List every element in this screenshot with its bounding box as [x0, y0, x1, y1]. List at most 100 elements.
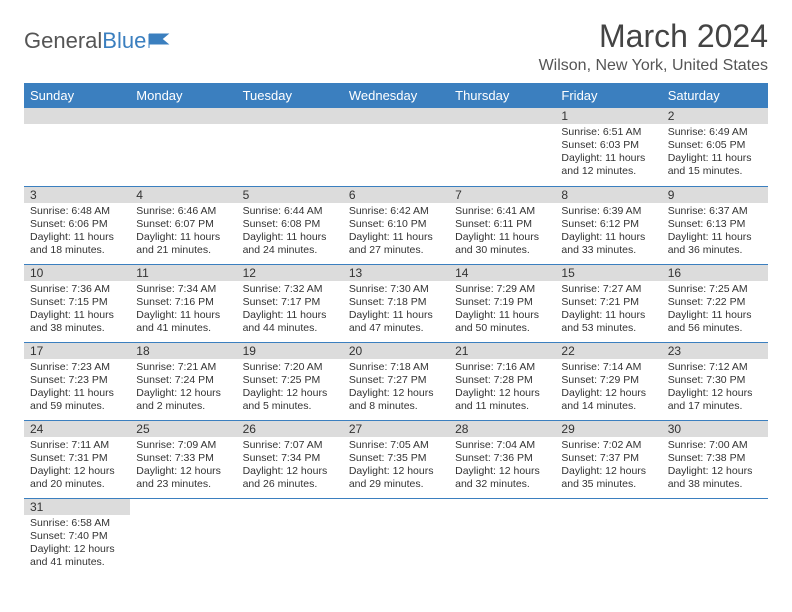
day-details: Sunrise: 7:04 AMSunset: 7:36 PMDaylight:… [449, 437, 555, 496]
day-details: Sunrise: 7:27 AMSunset: 7:21 PMDaylight:… [555, 281, 661, 340]
calendar-cell: 13Sunrise: 7:30 AMSunset: 7:18 PMDayligh… [343, 264, 449, 342]
calendar-cell [449, 498, 555, 576]
day-number: 29 [555, 421, 661, 437]
month-title: March 2024 [539, 18, 768, 55]
detail-line: and 30 minutes. [455, 244, 549, 257]
calendar-cell: 31Sunrise: 6:58 AMSunset: 7:40 PMDayligh… [24, 498, 130, 576]
detail-line: Sunset: 7:35 PM [349, 452, 443, 465]
detail-line: Sunset: 6:13 PM [668, 218, 762, 231]
day-number: 15 [555, 265, 661, 281]
day-number: 6 [343, 187, 449, 203]
detail-line: Sunset: 7:30 PM [668, 374, 762, 387]
detail-line: Daylight: 11 hours [668, 309, 762, 322]
day-number: 1 [555, 108, 661, 124]
day-number: 13 [343, 265, 449, 281]
detail-line: Daylight: 12 hours [561, 465, 655, 478]
detail-line: Sunset: 6:10 PM [349, 218, 443, 231]
day-details: Sunrise: 6:44 AMSunset: 6:08 PMDaylight:… [237, 203, 343, 262]
day-details: Sunrise: 7:32 AMSunset: 7:17 PMDaylight:… [237, 281, 343, 340]
day-number: 2 [662, 108, 768, 124]
detail-line: Sunrise: 7:00 AM [668, 439, 762, 452]
detail-line: Daylight: 11 hours [561, 309, 655, 322]
calendar-cell: 3Sunrise: 6:48 AMSunset: 6:06 PMDaylight… [24, 186, 130, 264]
detail-line: Sunset: 7:16 PM [136, 296, 230, 309]
day-number: 23 [662, 343, 768, 359]
day-number: 17 [24, 343, 130, 359]
calendar-cell: 21Sunrise: 7:16 AMSunset: 7:28 PMDayligh… [449, 342, 555, 420]
detail-line: Sunset: 6:07 PM [136, 218, 230, 231]
day-details: Sunrise: 6:39 AMSunset: 6:12 PMDaylight:… [555, 203, 661, 262]
day-header-row: SundayMondayTuesdayWednesdayThursdayFrid… [24, 83, 768, 108]
calendar-cell: 30Sunrise: 7:00 AMSunset: 7:38 PMDayligh… [662, 420, 768, 498]
calendar-cell: 6 Sunrise: 6:42 AMSunset: 6:10 PMDaylight… [343, 186, 449, 264]
day-number: 22 [555, 343, 661, 359]
logo-text-2: Blue [102, 28, 146, 54]
detail-line: Sunset: 7:36 PM [455, 452, 549, 465]
day-details: Sunrise: 7:18 AMSunset: 7:27 PMDaylight:… [343, 359, 449, 418]
detail-line: Sunset: 7:24 PM [136, 374, 230, 387]
calendar-week-row: 1Sunrise: 6:51 AMSunset: 6:03 PMDaylight… [24, 108, 768, 186]
detail-line: Sunset: 7:27 PM [349, 374, 443, 387]
detail-line: Sunrise: 7:32 AM [243, 283, 337, 296]
detail-line: Sunrise: 6:42 AM [349, 205, 443, 218]
day-number: 19 [237, 343, 343, 359]
day-number: 7 [449, 187, 555, 203]
detail-line: Sunset: 7:21 PM [561, 296, 655, 309]
calendar-cell: 15Sunrise: 7:27 AMSunset: 7:21 PMDayligh… [555, 264, 661, 342]
detail-line: Daylight: 11 hours [136, 309, 230, 322]
detail-line: and 11 minutes. [455, 400, 549, 413]
detail-line: Sunset: 6:12 PM [561, 218, 655, 231]
day-number: 8 [555, 187, 661, 203]
detail-line: Sunset: 7:31 PM [30, 452, 124, 465]
calendar-cell [343, 108, 449, 186]
calendar-cell: 9Sunrise: 6:37 AMSunset: 6:13 PMDaylight… [662, 186, 768, 264]
detail-line: Sunrise: 7:05 AM [349, 439, 443, 452]
detail-line: Daylight: 11 hours [243, 309, 337, 322]
day-details: Sunrise: 7:20 AMSunset: 7:25 PMDaylight:… [237, 359, 343, 418]
calendar-week-row: 3Sunrise: 6:48 AMSunset: 6:06 PMDaylight… [24, 186, 768, 264]
day-header: Monday [130, 83, 236, 108]
day-number: 18 [130, 343, 236, 359]
detail-line: Sunset: 6:11 PM [455, 218, 549, 231]
logo: GeneralBlue [24, 28, 172, 54]
calendar-cell [237, 108, 343, 186]
day-number: 30 [662, 421, 768, 437]
detail-line: Sunset: 7:25 PM [243, 374, 337, 387]
detail-line: Sunrise: 7:29 AM [455, 283, 549, 296]
detail-line: Sunrise: 7:20 AM [243, 361, 337, 374]
detail-line: and 5 minutes. [243, 400, 337, 413]
calendar-cell: 29Sunrise: 7:02 AMSunset: 7:37 PMDayligh… [555, 420, 661, 498]
day-header: Saturday [662, 83, 768, 108]
detail-line: and 53 minutes. [561, 322, 655, 335]
detail-line: Sunrise: 7:18 AM [349, 361, 443, 374]
detail-line: and 41 minutes. [136, 322, 230, 335]
detail-line: Daylight: 12 hours [668, 387, 762, 400]
detail-line: Sunrise: 7:36 AM [30, 283, 124, 296]
detail-line: Daylight: 12 hours [30, 465, 124, 478]
detail-line: and 8 minutes. [349, 400, 443, 413]
detail-line: Daylight: 11 hours [561, 231, 655, 244]
detail-line: and 18 minutes. [30, 244, 124, 257]
day-number: 11 [130, 265, 236, 281]
calendar-cell: 14Sunrise: 7:29 AMSunset: 7:19 PMDayligh… [449, 264, 555, 342]
day-details: Sunrise: 7:29 AMSunset: 7:19 PMDaylight:… [449, 281, 555, 340]
detail-line: Sunset: 7:38 PM [668, 452, 762, 465]
detail-line: and 26 minutes. [243, 478, 337, 491]
detail-line: Daylight: 12 hours [243, 387, 337, 400]
calendar-table: SundayMondayTuesdayWednesdayThursdayFrid… [24, 83, 768, 576]
detail-line: and 38 minutes. [668, 478, 762, 491]
detail-line: Sunrise: 6:41 AM [455, 205, 549, 218]
detail-line: Daylight: 12 hours [30, 543, 124, 556]
calendar-cell: 8Sunrise: 6:39 AMSunset: 6:12 PMDaylight… [555, 186, 661, 264]
detail-line: Sunrise: 6:37 AM [668, 205, 762, 218]
day-details: Sunrise: 6:58 AMSunset: 7:40 PMDaylight:… [24, 515, 130, 574]
detail-line: Daylight: 12 hours [455, 465, 549, 478]
detail-line: Daylight: 11 hours [349, 309, 443, 322]
calendar-cell: 11Sunrise: 7:34 AMSunset: 7:16 PMDayligh… [130, 264, 236, 342]
detail-line: Sunrise: 6:39 AM [561, 205, 655, 218]
day-number: 4 [130, 187, 236, 203]
detail-line: Daylight: 11 hours [349, 231, 443, 244]
detail-line: Sunset: 6:03 PM [561, 139, 655, 152]
detail-line: Sunset: 7:17 PM [243, 296, 337, 309]
day-number: 10 [24, 265, 130, 281]
